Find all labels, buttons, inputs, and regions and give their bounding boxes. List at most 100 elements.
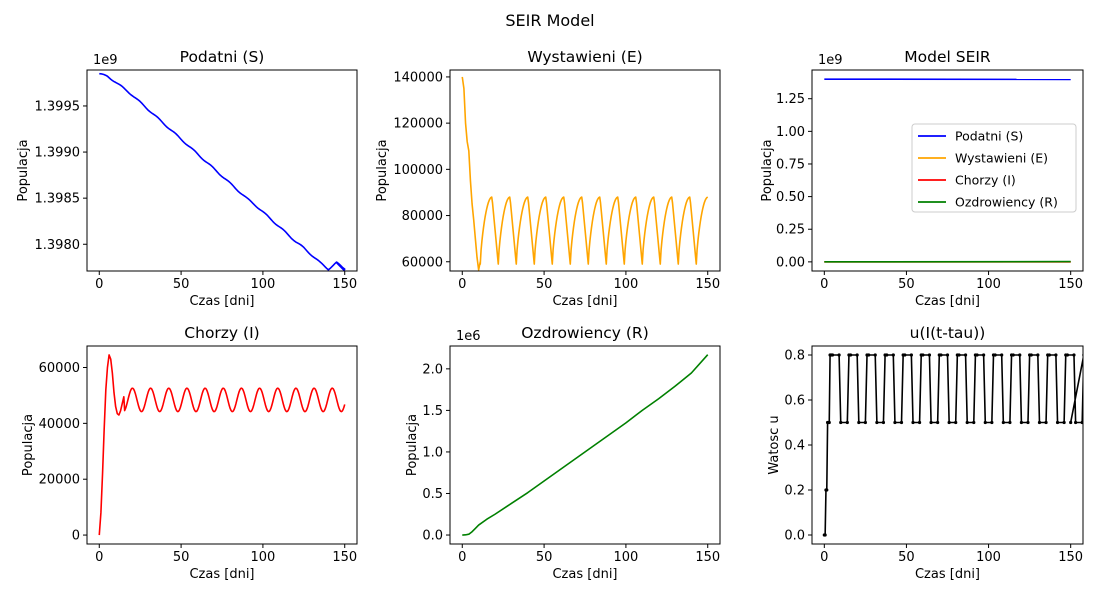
series-line	[461, 76, 709, 271]
data-point	[1044, 420, 1048, 425]
data-point	[839, 420, 843, 425]
figure-suptitle: SEIR Model	[505, 11, 594, 30]
y-tick-label: 0	[72, 529, 80, 544]
data-point	[1055, 420, 1060, 425]
plot-area	[461, 76, 709, 271]
x-axis-label: Czas [dni]	[915, 567, 980, 582]
data-point	[903, 353, 907, 357]
data-point	[957, 353, 961, 357]
legend-label: Chorzy (I)	[955, 173, 1016, 188]
y-axis-label: Watosc u	[767, 415, 782, 474]
data-point	[1037, 420, 1042, 425]
plot-area	[98, 354, 346, 536]
y-tick-label: 1.3990	[35, 146, 81, 161]
data-point	[855, 353, 859, 357]
data-point	[972, 420, 976, 425]
data-point	[825, 488, 829, 492]
x-tick-label: 50	[536, 550, 553, 565]
x-tick-label: 100	[976, 277, 1001, 292]
data-point	[1072, 353, 1076, 357]
y-tick-label: 0.25	[776, 223, 805, 238]
y-tick-label: 20000	[39, 473, 80, 488]
axes-frame	[86, 345, 358, 545]
x-tick-label: 100	[613, 550, 638, 565]
x-tick-label: 0	[820, 550, 828, 565]
data-point	[939, 353, 943, 357]
data-point	[954, 420, 958, 425]
axes-frame	[811, 69, 1084, 272]
data-point	[1026, 420, 1030, 425]
y-tick-label: 40000	[39, 417, 80, 432]
data-point	[921, 353, 925, 357]
y-tick-label: 1.5	[422, 404, 443, 419]
y-tick-label: 0.50	[776, 190, 805, 205]
x-tick-label: 50	[898, 277, 915, 292]
y-tick-label: 2.0	[422, 362, 443, 377]
chart-title: Chorzy (I)	[184, 324, 259, 342]
chart-title: Podatni (S)	[180, 48, 265, 66]
data-point	[975, 353, 979, 357]
data-point	[982, 353, 986, 357]
x-tick-label: 0	[95, 550, 103, 565]
data-point	[963, 353, 968, 357]
data-point	[909, 353, 913, 357]
x-axis-label: Czas [dni]	[189, 294, 254, 309]
x-tick-label: 50	[173, 550, 190, 565]
data-point	[1000, 353, 1004, 357]
x-tick-label: 150	[695, 550, 720, 565]
y-tick-label: 0.5	[422, 487, 443, 502]
y-tick-label: 1.0	[422, 445, 443, 460]
data-point	[929, 420, 933, 425]
chart-u: u(I(t-tau)) 0 50 100 150 0.0 0.2 0.4 0.6 0.8 Czas …	[767, 324, 1084, 582]
data-point	[911, 420, 915, 425]
data-point	[1018, 353, 1022, 357]
y-axis-label: Populacja	[16, 139, 31, 201]
data-point	[881, 420, 886, 425]
y-axis-label: Populacja	[405, 414, 420, 476]
x-tick-label: 150	[1058, 277, 1083, 292]
data-point	[965, 420, 969, 425]
data-point	[1080, 420, 1083, 425]
series-line	[99, 72, 346, 271]
data-point	[823, 533, 827, 537]
data-point	[830, 353, 835, 357]
x-tick-label: 150	[695, 277, 720, 292]
data-point	[983, 420, 987, 425]
data-point	[1011, 353, 1015, 357]
legend: Podatni (S) Wystawieni (E) Chorzy (I) Ozdro…	[911, 123, 1077, 213]
y-axis-label: Populacja	[760, 139, 775, 201]
y-tick-label: 100000	[393, 163, 443, 178]
y-tick-label: 0.8	[784, 349, 805, 364]
data-point	[1019, 420, 1024, 425]
x-tick-label: 150	[332, 550, 357, 565]
y-tick-label: 0.75	[776, 157, 805, 172]
x-tick-label: 50	[173, 277, 190, 292]
plot-area	[824, 78, 1071, 263]
y-tick-label: 140000	[393, 70, 443, 85]
x-axis-label: Czas [dni]	[915, 294, 980, 309]
data-point	[875, 420, 879, 425]
data-point	[947, 420, 951, 425]
y-tick-label: 80000	[402, 209, 443, 224]
data-point	[873, 353, 877, 357]
y-tick-label: 0.4	[784, 439, 805, 454]
data-point	[993, 353, 997, 357]
data-point	[891, 353, 895, 357]
legend-label: Wystawieni (E)	[955, 151, 1048, 166]
chart-SEIR: Model SEIR 1e9 0 50 100 150 0.00 0.25 0.50 0.75 1.…	[760, 48, 1084, 309]
data-point	[945, 353, 950, 357]
x-tick-label: 50	[898, 550, 915, 565]
data-point	[1029, 353, 1033, 357]
plot-area	[99, 72, 346, 271]
data-point	[1054, 353, 1058, 357]
x-tick-label: 0	[95, 277, 103, 292]
data-point	[1065, 353, 1069, 357]
y-tick-label: 120000	[393, 117, 443, 132]
plot-area	[462, 354, 709, 536]
data-point	[857, 420, 861, 425]
data-point	[1047, 353, 1051, 357]
data-point	[990, 420, 994, 425]
data-point	[1008, 420, 1012, 425]
data-point	[848, 353, 853, 357]
chart-S: Podatni (S) 1e9 0 50 100 150 1.3980 1.3985 1.399…	[16, 48, 358, 309]
